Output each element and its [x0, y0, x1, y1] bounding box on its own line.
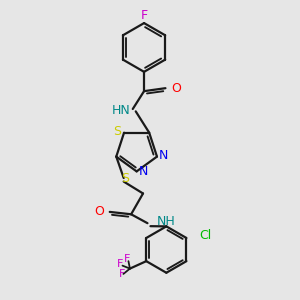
Text: O: O — [94, 206, 104, 218]
Text: N: N — [159, 149, 168, 162]
Text: O: O — [171, 82, 181, 95]
Text: F: F — [118, 269, 125, 279]
Text: N: N — [139, 166, 148, 178]
Text: F: F — [140, 9, 148, 22]
Text: HN: HN — [112, 104, 130, 117]
Text: Cl: Cl — [199, 229, 211, 242]
Text: S: S — [113, 125, 121, 138]
Text: S: S — [121, 172, 129, 185]
Text: F: F — [124, 254, 130, 264]
Text: NH: NH — [157, 215, 176, 228]
Text: F: F — [117, 260, 124, 269]
